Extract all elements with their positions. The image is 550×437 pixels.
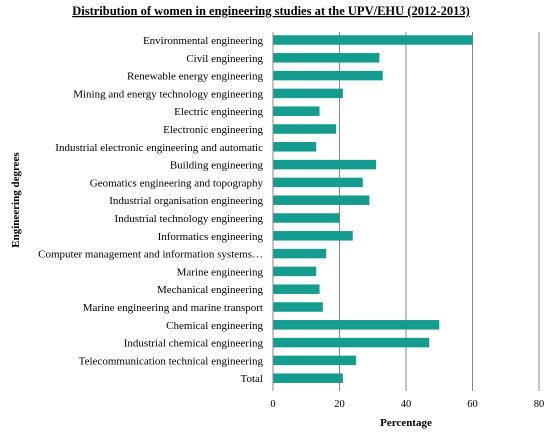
category-label: Chemical engineering: [166, 320, 263, 332]
bar: [273, 124, 337, 134]
x-tick-label: 0: [270, 399, 275, 410]
bar: [273, 248, 327, 259]
x-tick-label: 80: [534, 399, 545, 410]
category-label: Civil engineering: [186, 53, 263, 65]
category-label: Marine engineering and marine transport: [83, 302, 263, 314]
category-label: Mining and energy technology engineering: [73, 88, 263, 100]
bar: [273, 106, 320, 116]
category-label: Computer management and information syst…: [38, 249, 263, 261]
x-tick-labels: 0 20 40 60 80: [270, 399, 544, 410]
bar: [273, 337, 430, 348]
category-label: Industrial technology engineering: [115, 213, 264, 225]
bar: [273, 355, 357, 366]
category-label: Building engineering: [170, 160, 264, 172]
category-label: Marine engineering: [177, 266, 264, 278]
x-tick-label: 60: [467, 399, 478, 410]
bar: [273, 159, 377, 170]
bar: [273, 266, 317, 277]
bar: [273, 231, 353, 241]
bar: [273, 373, 343, 383]
category-label: Geomatics engineering and topography: [90, 177, 264, 189]
category-label: Renewable energy engineering: [127, 71, 264, 83]
category-label: Industrial organisation engineering: [109, 195, 263, 207]
bar: [273, 35, 473, 45]
category-label: Electronic engineering: [163, 124, 263, 136]
category-label: Telecommunication technical engineering: [79, 355, 264, 367]
category-label: Environmental engineering: [143, 35, 264, 47]
bar: [273, 53, 380, 63]
x-tick-label: 40: [401, 399, 412, 410]
category-label: Total: [241, 373, 263, 385]
bar: [273, 70, 383, 81]
bar: [273, 142, 317, 152]
grid-layer: [339, 32, 540, 391]
category-label: Electric engineering: [174, 106, 263, 118]
category-labels: Environmental engineering Civil engineeri…: [38, 35, 263, 385]
category-label: Mechanical engineering: [157, 284, 263, 296]
chart-title: Distribution of women in engineering stu…: [72, 4, 470, 18]
x-tick-label: 20: [334, 399, 345, 410]
x-axis-title: Percentage: [380, 417, 432, 429]
bar: [273, 302, 323, 312]
category-label: Informatics engineering: [158, 231, 264, 243]
y-axis-title: Engineering degrees: [10, 152, 22, 248]
bar-layer: [273, 35, 473, 383]
bar: [273, 177, 363, 188]
bar: [273, 88, 343, 99]
bar: [273, 195, 370, 205]
category-label: Industrial chemical engineering: [124, 338, 264, 350]
category-label: Industrial electronic engineering and au…: [55, 142, 263, 154]
bar: [273, 320, 440, 330]
bar: [273, 284, 320, 294]
bar: [273, 213, 340, 223]
